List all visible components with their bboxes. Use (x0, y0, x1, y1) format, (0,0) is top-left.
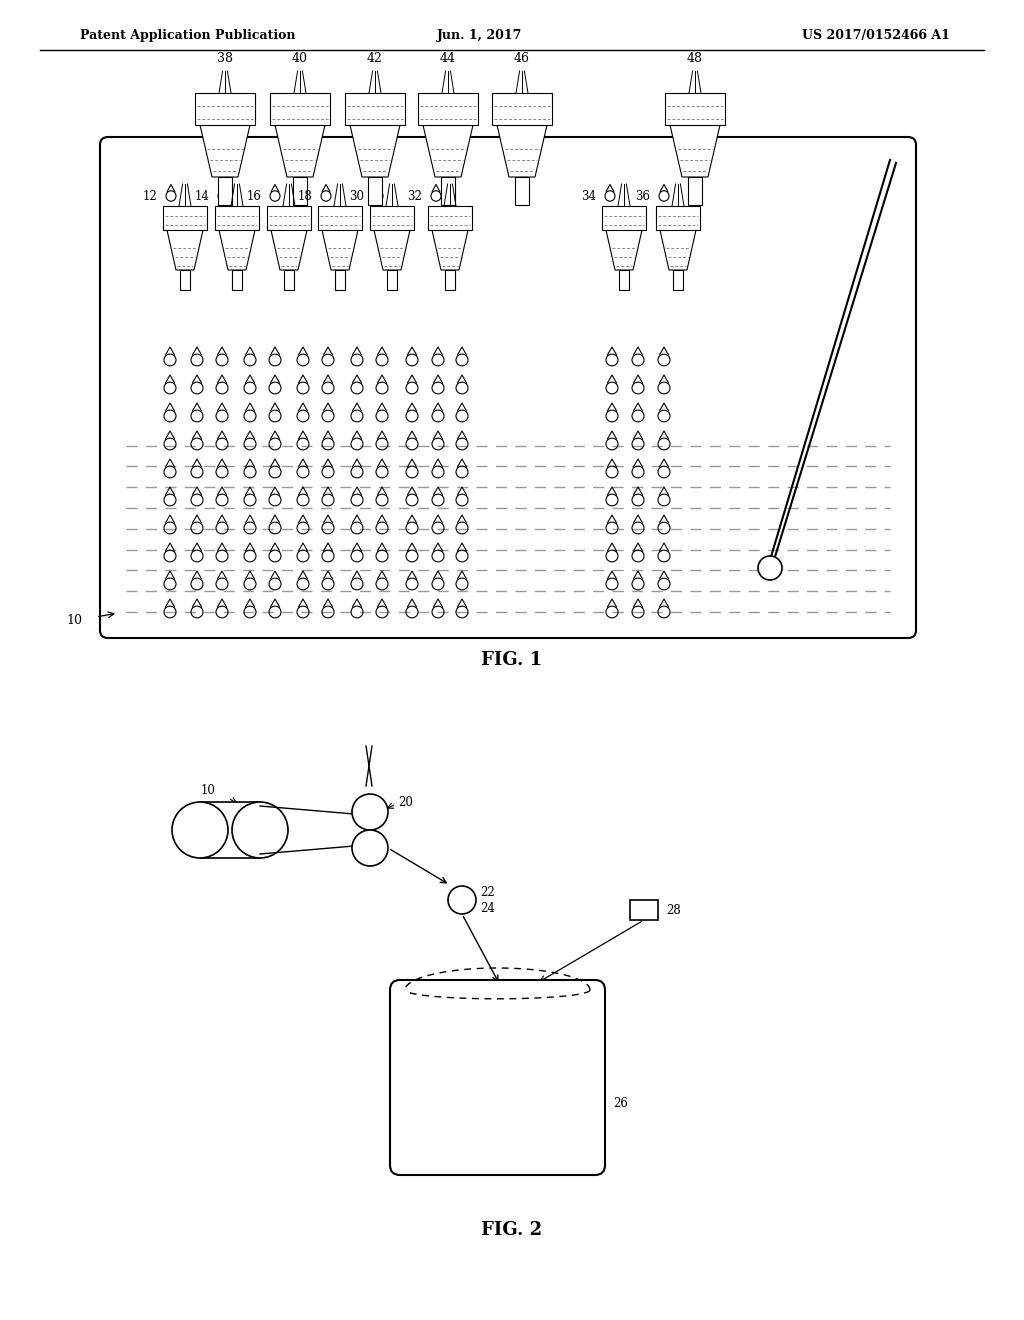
Polygon shape (670, 125, 720, 177)
Text: 44: 44 (440, 51, 456, 65)
Polygon shape (497, 125, 547, 177)
Bar (515, 177, 529, 205)
Text: 34: 34 (581, 190, 596, 202)
Text: 46: 46 (514, 51, 530, 65)
Ellipse shape (232, 803, 288, 858)
Bar (293, 177, 307, 205)
Text: 10: 10 (200, 784, 215, 796)
Bar (195, 92, 255, 125)
Text: 20: 20 (398, 796, 413, 808)
Text: 30: 30 (349, 190, 364, 202)
Polygon shape (219, 230, 255, 271)
Polygon shape (350, 125, 400, 177)
Text: 18: 18 (297, 190, 312, 202)
Bar (200, 803, 260, 858)
Bar (232, 271, 242, 290)
Bar (688, 177, 702, 205)
Polygon shape (606, 230, 642, 271)
Bar (335, 271, 345, 290)
Polygon shape (660, 230, 696, 271)
Circle shape (758, 556, 782, 579)
Bar (284, 271, 294, 290)
Bar (656, 206, 700, 230)
Circle shape (352, 830, 388, 866)
Bar (441, 177, 455, 205)
Bar (673, 271, 683, 290)
Bar (428, 206, 472, 230)
Text: 12: 12 (142, 190, 157, 202)
Polygon shape (271, 230, 307, 271)
Bar (368, 177, 382, 205)
Bar (445, 271, 455, 290)
Polygon shape (423, 125, 473, 177)
Text: 22: 22 (480, 886, 495, 899)
Bar (630, 900, 658, 920)
Bar (492, 92, 552, 125)
Text: FIG. 1: FIG. 1 (481, 651, 543, 669)
Bar (163, 206, 207, 230)
Text: 48: 48 (687, 51, 703, 65)
Bar (215, 206, 259, 230)
Polygon shape (275, 125, 325, 177)
Bar (345, 92, 406, 125)
Bar (418, 92, 478, 125)
Bar (665, 92, 725, 125)
Text: 32: 32 (408, 190, 422, 202)
Text: 38: 38 (217, 51, 233, 65)
Text: 16: 16 (246, 190, 261, 202)
Text: 28: 28 (666, 903, 681, 916)
Text: US 2017/0152466 A1: US 2017/0152466 A1 (802, 29, 950, 41)
Text: 14: 14 (195, 190, 209, 202)
Bar (218, 177, 232, 205)
Text: 36: 36 (635, 190, 650, 202)
Text: Patent Application Publication: Patent Application Publication (80, 29, 296, 41)
Bar (618, 271, 629, 290)
Bar (387, 271, 397, 290)
Polygon shape (374, 230, 410, 271)
Text: FIG. 2: FIG. 2 (481, 1221, 543, 1239)
Text: 24: 24 (480, 902, 495, 915)
Polygon shape (432, 230, 468, 271)
Text: 42: 42 (367, 51, 383, 65)
Text: Jun. 1, 2017: Jun. 1, 2017 (437, 29, 522, 41)
Text: 40: 40 (292, 51, 308, 65)
Circle shape (352, 795, 388, 830)
Polygon shape (167, 230, 203, 271)
Text: 26: 26 (613, 1097, 628, 1110)
Bar (180, 271, 190, 290)
Polygon shape (322, 230, 358, 271)
Text: 10: 10 (66, 614, 82, 627)
Ellipse shape (172, 803, 228, 858)
Bar (267, 206, 311, 230)
FancyBboxPatch shape (390, 979, 605, 1175)
Bar (270, 92, 330, 125)
Bar (370, 206, 414, 230)
Bar (318, 206, 362, 230)
Circle shape (449, 886, 476, 913)
Bar (602, 206, 646, 230)
Polygon shape (200, 125, 250, 177)
